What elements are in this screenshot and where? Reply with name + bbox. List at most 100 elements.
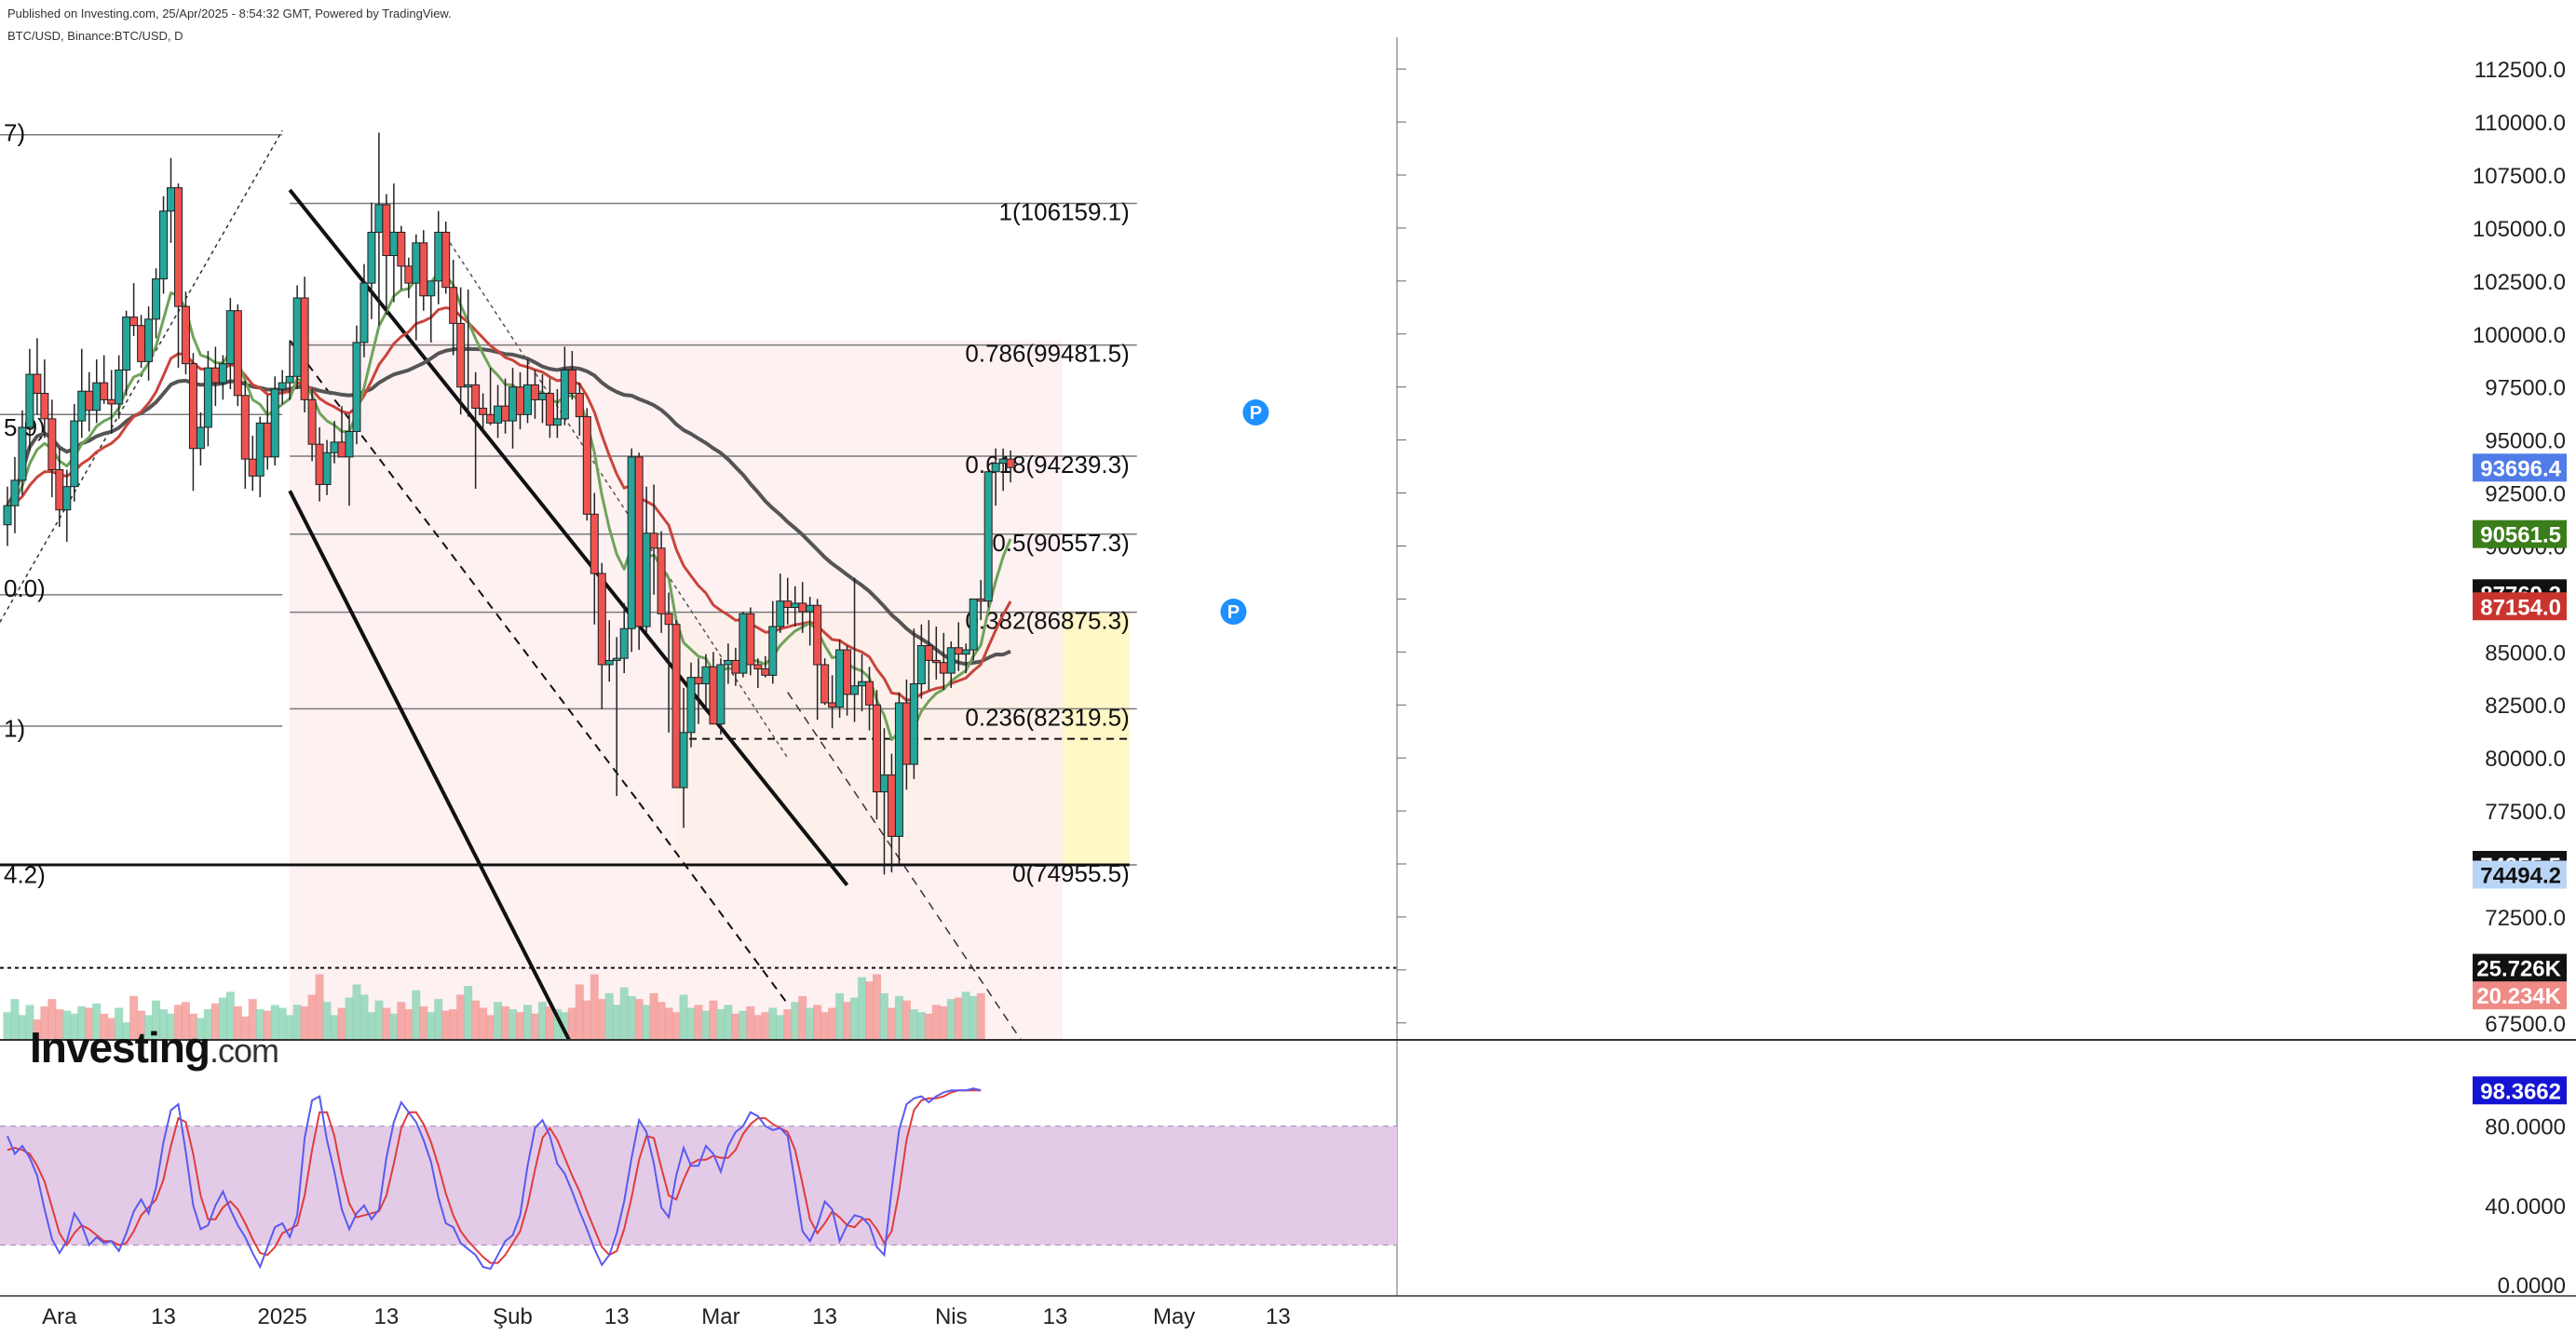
volume-bar [686, 1007, 696, 1040]
candle [225, 298, 235, 389]
volume-bar [464, 986, 473, 1040]
candle-body [382, 204, 391, 257]
candle [567, 350, 576, 400]
candle [70, 403, 79, 502]
candle-body [359, 282, 369, 344]
price-label: 93696.4 [2473, 453, 2567, 482]
candle [560, 346, 569, 425]
volume-bar [902, 1000, 911, 1040]
volume-bar [240, 1016, 250, 1040]
volume-bar [100, 1013, 109, 1040]
candle-body [367, 231, 376, 284]
candle-body [62, 486, 72, 511]
volume-bar [62, 1010, 72, 1040]
volume-bar [582, 1000, 591, 1040]
candle-body [731, 659, 740, 674]
price-label: 25.726K [2473, 953, 2567, 982]
left-fib-label: 0.0) [4, 574, 46, 602]
candle-body [501, 405, 510, 422]
volume-bar [441, 1010, 451, 1040]
price-label-text: 87154.0 [2480, 595, 2561, 620]
candle-body [686, 677, 696, 734]
candle-body [188, 363, 197, 450]
candle-body [991, 463, 1000, 473]
volume-bar [181, 1002, 190, 1040]
candle-body [471, 384, 481, 409]
candle-body [783, 600, 793, 609]
published-caption: Published on Investing.com, 25/Apr/2025 … [7, 7, 452, 20]
y-tick-label: 97500.0 [2485, 376, 2566, 401]
candle-body [196, 426, 205, 450]
candle-body [567, 369, 576, 395]
candle-body [285, 375, 294, 384]
candle [449, 260, 458, 356]
candle [746, 607, 755, 676]
candle-body [1006, 458, 1015, 468]
volume-bar [537, 1002, 547, 1040]
volume-bar [382, 1007, 391, 1040]
candle [203, 350, 212, 447]
candle [285, 340, 294, 400]
channel-mid-dashed [638, 802, 789, 1005]
candle [909, 628, 918, 779]
candle-body [642, 533, 651, 627]
candle [961, 643, 970, 674]
candle-body [739, 613, 748, 674]
volume-bar [225, 991, 235, 1040]
candle [233, 303, 242, 407]
volume-bar [597, 999, 606, 1040]
candle [255, 416, 264, 498]
volume-bar [374, 1000, 384, 1040]
candle-body [954, 647, 963, 655]
price-pane: 1(106159.1)0.786(99481.5)0.618(94239.3)0… [0, 118, 1397, 1040]
volume-bar [397, 1002, 406, 1040]
candle [664, 592, 673, 733]
candle [753, 658, 763, 689]
candle-body [924, 644, 933, 661]
candle [991, 448, 1000, 506]
y-tick-label: 107500.0 [2473, 164, 2566, 189]
candle-body [115, 369, 124, 405]
volume-bar [404, 1009, 414, 1040]
volume-bar [627, 996, 636, 1040]
symbol-caption: BTC/USD, Binance:BTC/USD, D [7, 29, 183, 43]
candle-body [248, 458, 257, 477]
candle-body [55, 468, 64, 511]
volume-bar [471, 1000, 481, 1040]
x-tick-label: 13 [1266, 1304, 1291, 1329]
candle-body [634, 456, 644, 627]
stochastic-last-label [2473, 1076, 2567, 1105]
candle [389, 183, 399, 303]
x-tick-label: Nis [935, 1304, 968, 1329]
volume-bar [412, 990, 421, 1040]
candle-body [820, 664, 830, 704]
candle-body [894, 702, 903, 837]
candle-body [427, 280, 436, 297]
candle-body [998, 458, 1008, 465]
candle-body [464, 384, 473, 388]
volume-bar [255, 1009, 264, 1040]
candle [1006, 451, 1015, 483]
candle-body [404, 265, 414, 284]
x-tick-label: Şub [493, 1304, 533, 1329]
y-tick-label: 102500.0 [2473, 270, 2566, 295]
candle-body [47, 418, 57, 470]
lower-trendline [288, 490, 572, 1040]
candle-body [144, 318, 154, 362]
y-tick-label: 95000.0 [2485, 429, 2566, 454]
y-tick-label: 85000.0 [2485, 641, 2566, 666]
volume-bar [820, 1012, 830, 1040]
candle [813, 599, 822, 721]
candle-body [909, 682, 918, 765]
candle-body [129, 317, 139, 327]
candle-body [590, 513, 599, 574]
candle-body [522, 384, 532, 415]
pivot-marker-label: P [1227, 602, 1240, 623]
candle-body [152, 278, 161, 320]
candle [122, 310, 131, 396]
volume-bar [791, 1002, 800, 1040]
volume-bar [479, 1007, 488, 1040]
volume-bar [746, 1005, 755, 1040]
price-label: 87154.0 [2473, 592, 2567, 621]
